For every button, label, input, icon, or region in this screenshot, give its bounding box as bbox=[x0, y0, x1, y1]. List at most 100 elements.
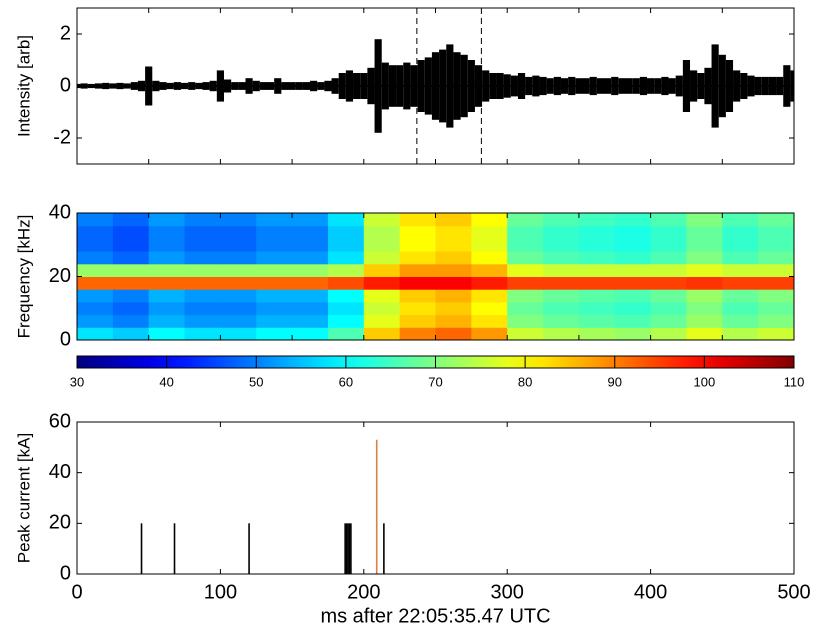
heatmap-cell bbox=[471, 213, 508, 227]
x-tick-label: 400 bbox=[634, 581, 667, 603]
heatmap-cell bbox=[650, 263, 687, 277]
heatmap-cell bbox=[758, 289, 795, 303]
heatmap-cell bbox=[327, 276, 365, 290]
heatmap-cell bbox=[543, 238, 580, 252]
x-tick-label: 200 bbox=[347, 581, 380, 603]
heatmap-cell bbox=[112, 276, 150, 290]
heatmap-cell bbox=[507, 314, 544, 328]
heatmap-cell bbox=[758, 238, 795, 252]
heatmap-cell bbox=[327, 263, 365, 277]
y-tick-label: 2 bbox=[60, 22, 71, 44]
heatmap-cell bbox=[614, 251, 652, 265]
heatmap-cell bbox=[650, 238, 687, 252]
heatmap-cell bbox=[184, 314, 221, 328]
heatmap-cell bbox=[256, 301, 293, 316]
heatmap-cell bbox=[614, 289, 652, 303]
heatmap-cell bbox=[112, 225, 150, 239]
heatmap-cell bbox=[220, 238, 257, 252]
heatmap-cell bbox=[256, 276, 293, 290]
heatmap-cell bbox=[220, 213, 257, 227]
heatmap-cell bbox=[650, 314, 687, 328]
heatmap-cell bbox=[471, 327, 508, 341]
heatmap-cell bbox=[435, 289, 472, 303]
heatmap-cell bbox=[220, 301, 257, 316]
heatmap-cell bbox=[184, 213, 221, 227]
heatmap-cell bbox=[507, 251, 544, 265]
heatmap-cell bbox=[471, 251, 508, 265]
heatmap-cell bbox=[399, 301, 436, 316]
heatmap-cell bbox=[363, 251, 401, 265]
heatmap-cell bbox=[220, 289, 257, 303]
heatmap-cell bbox=[184, 238, 221, 252]
heatmap-cell bbox=[722, 289, 759, 303]
colorbar-tick-label: 90 bbox=[608, 374, 622, 389]
heatmap-cell bbox=[686, 276, 723, 290]
heatmap-cell bbox=[220, 263, 257, 277]
heatmap-cell bbox=[112, 263, 150, 277]
heatmap-cell bbox=[650, 289, 687, 303]
heatmap-cell bbox=[435, 327, 472, 341]
heatmap-cell bbox=[686, 301, 723, 316]
plot-content bbox=[77, 8, 794, 164]
heatmap-cell bbox=[148, 225, 186, 239]
heatmap-cell bbox=[220, 314, 257, 328]
heatmap-cell bbox=[256, 289, 293, 303]
heatmap-cell bbox=[686, 213, 723, 227]
plot-content bbox=[140, 439, 385, 574]
heatmap-cell bbox=[650, 251, 687, 265]
x-tick-label: 500 bbox=[777, 581, 810, 603]
heatmap-cell bbox=[614, 225, 652, 239]
heatmap-cell bbox=[686, 238, 723, 252]
heatmap-cell bbox=[327, 314, 365, 328]
heatmap-cell bbox=[578, 314, 616, 328]
heatmap-cell bbox=[184, 225, 221, 239]
x-tick-label: 100 bbox=[204, 581, 237, 603]
y-axis-label: Frequency [kHz] bbox=[14, 215, 33, 339]
colorbar-tick-label: 70 bbox=[428, 374, 442, 389]
heatmap-cell bbox=[112, 289, 150, 303]
heatmap-cell bbox=[292, 289, 329, 303]
heatmap-cell bbox=[471, 225, 508, 239]
plot-content bbox=[77, 213, 795, 341]
heatmap-cell bbox=[292, 238, 329, 252]
heatmap-cell bbox=[578, 238, 616, 252]
y-tick-label: 20 bbox=[49, 265, 71, 287]
y-axis-label: Intensity [arb] bbox=[14, 35, 33, 137]
heatmap-cell bbox=[399, 263, 436, 277]
y-tick-label: -2 bbox=[53, 126, 71, 148]
heatmap-cell bbox=[327, 301, 365, 316]
heatmap-cell bbox=[292, 327, 329, 341]
heatmap-cell bbox=[148, 301, 186, 316]
heatmap-cell bbox=[435, 238, 472, 252]
heatmap-cell bbox=[758, 314, 795, 328]
heatmap-cell bbox=[722, 301, 759, 316]
heatmap-cell bbox=[722, 327, 759, 341]
heatmap-cell bbox=[614, 276, 652, 290]
heatmap-cell bbox=[722, 314, 759, 328]
heatmap-cell bbox=[327, 327, 365, 341]
heatmap-cell bbox=[578, 276, 616, 290]
plot-area bbox=[77, 422, 794, 574]
heatmap-cell bbox=[148, 314, 186, 328]
heatmap-cell bbox=[77, 301, 114, 316]
heatmap-cell bbox=[507, 327, 544, 341]
heatmap-cell bbox=[578, 327, 616, 341]
heatmap-cell bbox=[507, 289, 544, 303]
heatmap-cell bbox=[722, 251, 759, 265]
heatmap-cell bbox=[758, 225, 795, 239]
heatmap-cell bbox=[77, 276, 114, 290]
heatmap-cell bbox=[471, 276, 508, 290]
heatmap-cell bbox=[471, 263, 508, 277]
heatmap-cell bbox=[758, 213, 795, 227]
heatmap-cell bbox=[256, 263, 293, 277]
y-tick-label: 60 bbox=[49, 410, 71, 432]
heatmap-cell bbox=[507, 213, 544, 227]
heatmap-cell bbox=[399, 213, 436, 227]
colorbar-tick-label: 80 bbox=[518, 374, 532, 389]
heatmap-cell bbox=[686, 225, 723, 239]
y-tick-label: 0 bbox=[60, 328, 71, 350]
heatmap-cell bbox=[614, 327, 652, 341]
heatmap-cell bbox=[399, 276, 436, 290]
heatmap-cell bbox=[220, 251, 257, 265]
heatmap-cell bbox=[543, 225, 580, 239]
